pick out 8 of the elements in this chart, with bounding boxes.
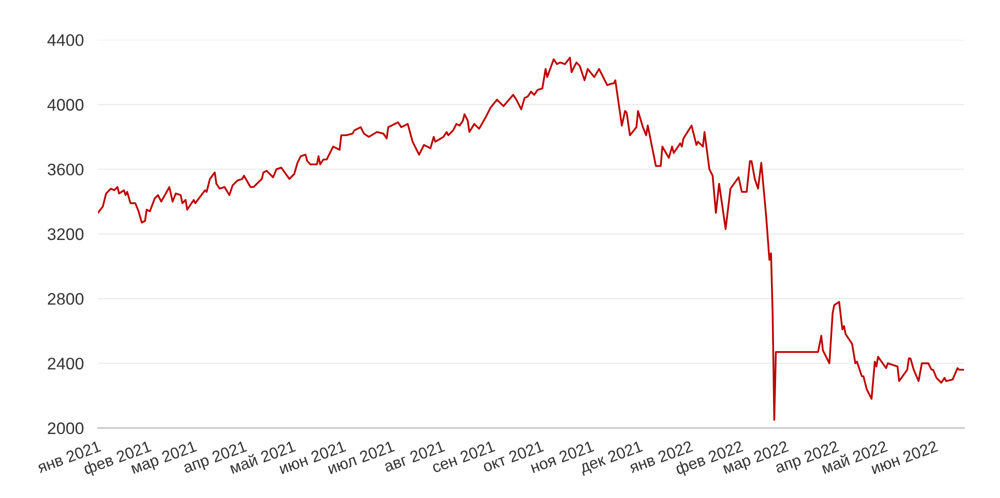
y-tick-label: 4400 (47, 34, 84, 46)
y-tick-label: 2400 (48, 358, 84, 370)
line-series (98, 56, 964, 421)
y-tick-label: 2800 (48, 293, 84, 305)
y-tick-label: 4000 (47, 98, 84, 111)
y-tick-label: 3600 (48, 164, 84, 176)
y-tick-label: 2000 (48, 422, 84, 434)
y-tick-label: 3200 (48, 228, 84, 240)
